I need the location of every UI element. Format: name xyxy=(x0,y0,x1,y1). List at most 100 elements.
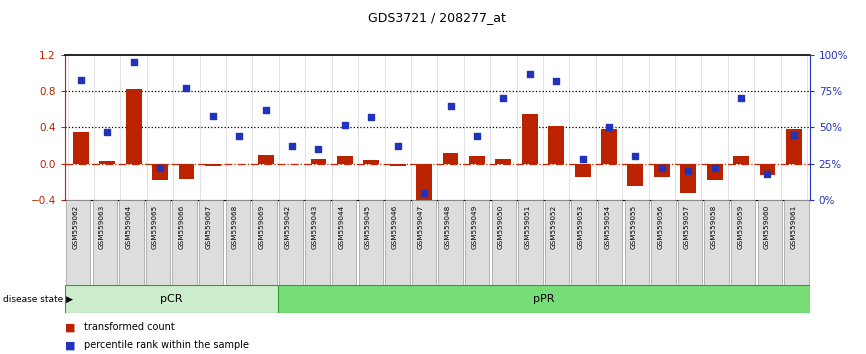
Point xyxy=(602,125,616,130)
Point xyxy=(470,133,484,139)
Text: GSM559045: GSM559045 xyxy=(365,204,371,249)
Bar xyxy=(731,200,755,285)
Text: GSM559051: GSM559051 xyxy=(525,204,530,249)
Text: GSM559061: GSM559061 xyxy=(791,204,797,249)
Text: GSM559053: GSM559053 xyxy=(578,204,584,249)
Point xyxy=(338,122,352,127)
Point xyxy=(126,59,140,65)
Text: GSM559050: GSM559050 xyxy=(498,204,504,249)
Bar xyxy=(759,164,775,175)
Bar xyxy=(681,164,696,193)
Bar xyxy=(359,200,383,285)
Text: GSM559055: GSM559055 xyxy=(630,204,637,249)
Bar xyxy=(548,126,564,164)
Bar xyxy=(252,200,276,285)
Text: GSM559062: GSM559062 xyxy=(72,204,78,249)
Point xyxy=(74,77,87,82)
Point xyxy=(391,143,404,149)
Bar xyxy=(390,164,405,166)
Bar xyxy=(311,159,326,164)
Bar xyxy=(707,164,722,180)
Point xyxy=(496,96,510,101)
Text: GDS3721 / 208277_at: GDS3721 / 208277_at xyxy=(368,11,507,24)
Text: GSM559069: GSM559069 xyxy=(258,204,264,249)
Text: percentile rank within the sample: percentile rank within the sample xyxy=(84,340,249,350)
Point xyxy=(285,143,299,149)
Bar xyxy=(152,164,168,180)
Bar xyxy=(572,200,596,285)
Text: GSM559046: GSM559046 xyxy=(391,204,397,249)
Bar xyxy=(172,200,197,285)
Point xyxy=(549,78,563,84)
Point xyxy=(206,113,220,119)
Text: GSM559057: GSM559057 xyxy=(684,204,690,249)
Point xyxy=(443,103,457,108)
Text: GSM559047: GSM559047 xyxy=(418,204,424,249)
Text: GSM559044: GSM559044 xyxy=(339,204,344,249)
Bar xyxy=(337,156,352,164)
Text: GSM559065: GSM559065 xyxy=(152,204,158,249)
Point xyxy=(655,165,669,171)
Text: GSM559052: GSM559052 xyxy=(551,204,557,249)
Text: GSM559042: GSM559042 xyxy=(285,204,291,249)
Bar xyxy=(100,161,115,164)
Text: GSM559066: GSM559066 xyxy=(178,204,184,249)
Bar xyxy=(678,200,702,285)
Text: GSM559043: GSM559043 xyxy=(312,204,318,249)
Text: GSM559063: GSM559063 xyxy=(99,204,105,249)
Point xyxy=(312,147,326,152)
Bar xyxy=(654,164,669,177)
Point xyxy=(734,96,748,101)
Point xyxy=(760,171,774,177)
Point xyxy=(576,156,590,162)
Bar xyxy=(279,200,303,285)
Bar xyxy=(145,200,171,285)
Bar xyxy=(332,200,357,285)
Point xyxy=(708,165,721,171)
Text: GSM559054: GSM559054 xyxy=(604,204,611,249)
Bar xyxy=(492,200,516,285)
Bar xyxy=(199,200,223,285)
Bar xyxy=(785,200,809,285)
Text: GSM559048: GSM559048 xyxy=(444,204,450,249)
Bar xyxy=(226,200,250,285)
Bar xyxy=(601,129,617,164)
Bar xyxy=(258,155,274,164)
Bar xyxy=(704,200,729,285)
Bar xyxy=(624,200,649,285)
Text: transformed count: transformed count xyxy=(84,322,175,332)
Bar xyxy=(469,156,485,164)
Text: GSM559058: GSM559058 xyxy=(711,204,717,249)
Text: GSM559060: GSM559060 xyxy=(764,204,770,249)
Bar xyxy=(306,200,330,285)
Point xyxy=(179,85,193,91)
Bar xyxy=(628,164,643,187)
Text: GSM559068: GSM559068 xyxy=(232,204,238,249)
Text: pCR: pCR xyxy=(160,294,183,304)
Text: GSM559059: GSM559059 xyxy=(737,204,743,249)
Bar xyxy=(417,164,432,207)
Bar xyxy=(495,159,511,164)
Point xyxy=(259,107,273,113)
Bar xyxy=(786,129,802,164)
Bar xyxy=(120,200,144,285)
Bar xyxy=(65,285,278,313)
Point xyxy=(153,165,167,171)
Bar xyxy=(465,200,489,285)
Text: ■: ■ xyxy=(65,340,75,350)
Bar xyxy=(522,114,538,164)
Bar xyxy=(126,89,141,164)
Text: GSM559049: GSM559049 xyxy=(471,204,477,249)
Bar xyxy=(364,160,379,164)
Text: GSM559067: GSM559067 xyxy=(205,204,211,249)
Bar xyxy=(205,164,221,166)
Text: disease state ▶: disease state ▶ xyxy=(3,295,73,304)
Bar xyxy=(545,200,569,285)
Point xyxy=(523,71,537,76)
Bar xyxy=(385,200,410,285)
Bar xyxy=(438,200,462,285)
Bar xyxy=(73,132,88,164)
Bar xyxy=(443,153,458,164)
Text: GSM559056: GSM559056 xyxy=(657,204,663,249)
Point xyxy=(787,132,801,138)
